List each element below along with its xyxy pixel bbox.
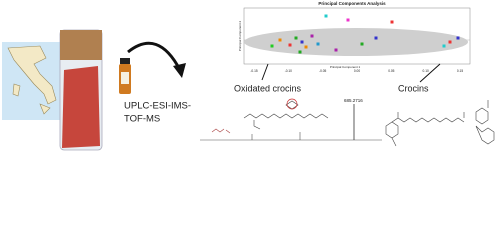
pointer (419, 63, 441, 83)
map-islands (12, 83, 51, 115)
pca-point (270, 44, 274, 48)
pointer (261, 63, 269, 81)
pca-ticks: -0.15 -0.10 -0.05 0.00 0.05 0.10 0.15 (250, 69, 463, 73)
pca-point (448, 40, 452, 44)
label-oxidated: Oxidated crocins (234, 83, 302, 93)
pca-point (304, 45, 308, 49)
pca-point (390, 20, 394, 24)
pca-point (316, 42, 320, 46)
pca-tick-label: -0.10 (285, 69, 292, 73)
pca-point (310, 34, 314, 38)
page: UPLC-ESI-IMS- TOF-MS Principal Component… (2, 1, 495, 151)
vial-label (121, 72, 129, 84)
pca-points (270, 14, 460, 54)
arrow-head (173, 63, 186, 78)
pca-x-label: Principal Component 1 (330, 65, 361, 69)
highlight (286, 98, 298, 110)
pca-tick-label: 0.00 (354, 69, 360, 73)
pca-point (288, 43, 292, 47)
pca-point (278, 38, 282, 42)
pca-point (360, 42, 364, 46)
pca-point (294, 36, 298, 40)
pca-point (442, 44, 446, 48)
saffron (62, 66, 100, 148)
peak-label: 685.2716 (344, 98, 363, 103)
pca-point (346, 18, 350, 22)
method-text: TOF-MS (124, 114, 160, 125)
pca-tick-label: 0.10 (423, 69, 429, 73)
pca-tick-label: -0.15 (250, 69, 257, 73)
structure (385, 100, 495, 147)
pca-point (334, 48, 338, 52)
map-land (7, 45, 57, 105)
label-crocins: Crocins (398, 83, 429, 93)
pca-tick-label: 0.15 (457, 69, 463, 73)
cork (60, 30, 102, 60)
pca-point (300, 40, 304, 44)
method-text: UPLC-ESI-IMS- (124, 101, 191, 112)
structure (243, 100, 329, 130)
pca-title: Principal Components Analysis (318, 1, 386, 6)
pca-point (456, 36, 460, 40)
arrow (127, 41, 182, 71)
fragment (211, 128, 231, 134)
vial-cap (120, 58, 130, 64)
pca-y-label: Principal Component 2 (238, 20, 242, 51)
graphical-abstract: UPLC-ESI-IMS- TOF-MS Principal Component… (2, 1, 495, 151)
pca-tick-label: 0.05 (388, 69, 394, 73)
pca-point (374, 36, 378, 40)
pca-ellipse (244, 28, 468, 56)
pca-tick-label: -0.05 (319, 69, 326, 73)
pca-point (298, 50, 302, 54)
pca-point (324, 14, 328, 18)
